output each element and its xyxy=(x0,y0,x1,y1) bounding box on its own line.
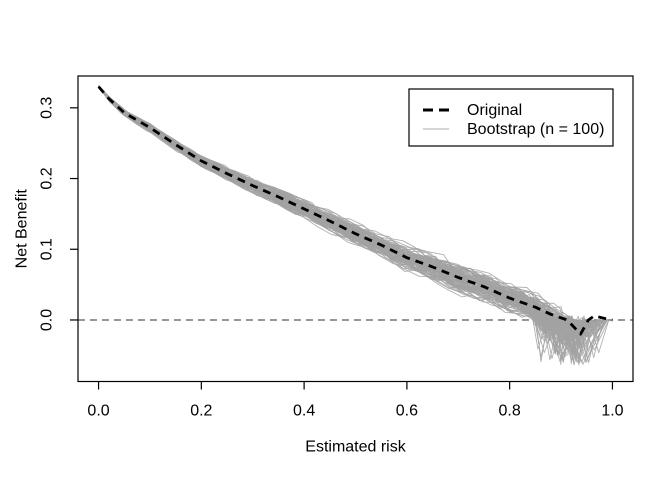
x-tick-label: 0.8 xyxy=(499,403,521,420)
x-tick-label: 1.0 xyxy=(601,403,623,420)
y-tick-label: 0.1 xyxy=(39,238,56,260)
x-tick-label: 0.6 xyxy=(396,403,418,420)
legend: Original Bootstrap (n = 100) xyxy=(408,88,614,147)
y-tick-label: 0.0 xyxy=(39,309,56,331)
original-line xyxy=(97,85,613,336)
x-tick-label: 0.0 xyxy=(87,403,109,420)
bootstrap-line xyxy=(98,85,599,355)
x-axis: 0.0 0.2 0.4 0.6 0.8 1.0 xyxy=(87,381,624,420)
bootstrap-lines xyxy=(98,85,610,366)
y-tick-label: 0.3 xyxy=(39,97,56,119)
y-tick-label: 0.2 xyxy=(39,167,56,189)
legend-label-bootstrap: Bootstrap (n = 100) xyxy=(467,121,604,138)
legend-box xyxy=(408,88,614,147)
legend-label-original: Original xyxy=(467,102,522,119)
y-axis: 0.0 0.1 0.2 0.3 xyxy=(39,97,78,331)
bootstrap-line xyxy=(98,85,591,337)
plot-box xyxy=(77,75,634,383)
x-tick-label: 0.4 xyxy=(293,403,315,420)
x-axis-title: Estimated risk xyxy=(305,439,406,456)
y-axis-title: Net Benefit xyxy=(14,189,31,269)
x-tick-label: 0.2 xyxy=(190,403,212,420)
original-curve xyxy=(97,85,613,336)
bootstrap-line xyxy=(98,86,584,340)
